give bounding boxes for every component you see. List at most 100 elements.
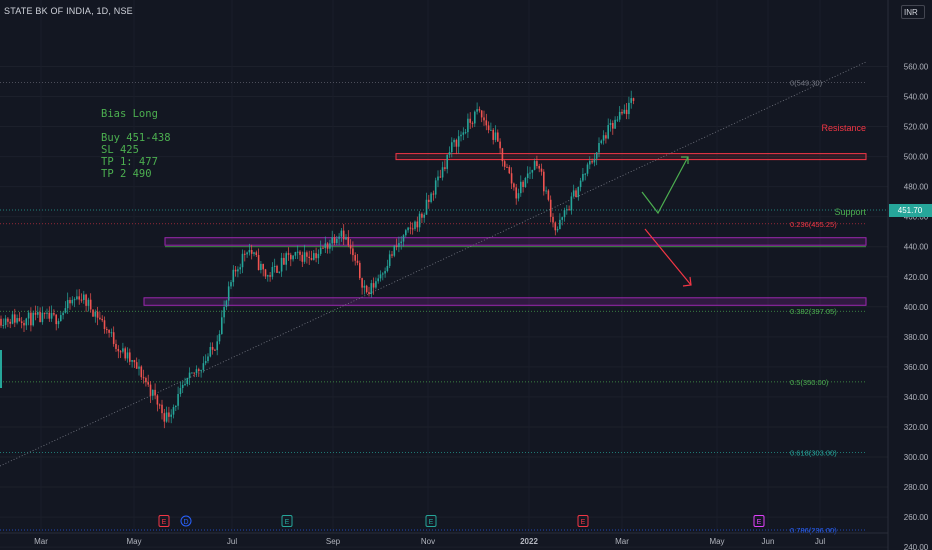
candle-body <box>106 329 108 331</box>
candle-body <box>248 250 251 253</box>
candle-body <box>510 173 513 184</box>
candle-body <box>526 173 529 178</box>
candle-body <box>524 177 527 188</box>
candle-body <box>561 217 563 220</box>
candle-body <box>246 252 248 255</box>
candle-body <box>407 227 409 231</box>
candle-body <box>211 347 214 350</box>
candle-body <box>347 237 350 246</box>
candle-body <box>2 324 5 326</box>
candle-body <box>329 243 331 249</box>
bearish-arrow[interactable] <box>644 228 692 287</box>
candle-body <box>115 343 117 349</box>
price-axis[interactable]: 240.00 260.00 280.00 300.00 320.00 340.00 360.… <box>904 62 929 550</box>
candle-body <box>43 312 46 314</box>
candle-body <box>260 263 262 271</box>
bullish-arrow[interactable] <box>641 156 689 215</box>
zones[interactable] <box>143 153 867 306</box>
candle-body <box>145 377 147 383</box>
candle-body <box>402 235 405 242</box>
zone-rect[interactable] <box>395 153 867 161</box>
candle-body <box>11 314 14 324</box>
candle-body <box>239 267 241 270</box>
candle-body <box>515 187 517 199</box>
candle-body <box>545 190 547 192</box>
candle-body <box>9 321 11 324</box>
candle-body <box>99 317 101 319</box>
event-marker-label: E <box>285 519 290 526</box>
candle-body <box>234 269 237 272</box>
event-marker-label: E <box>581 519 586 526</box>
trade-note: Bias Long ​ Buy 451-438 SL 425 TP 1: 477… <box>101 108 171 180</box>
candle-body <box>18 318 21 322</box>
candle-body <box>618 111 621 120</box>
candle-body <box>549 199 552 217</box>
candle-body <box>460 134 462 137</box>
candle-body <box>53 313 55 315</box>
candle-body <box>331 237 333 244</box>
candle-body <box>313 253 315 260</box>
candle-body <box>577 187 580 198</box>
candle-body <box>20 321 23 323</box>
candle-body <box>92 309 94 317</box>
price-tick-label: 360.00 <box>904 363 929 372</box>
resistance-label: Resistance <box>821 123 866 133</box>
candle-body <box>34 312 37 315</box>
candle-body <box>85 294 87 306</box>
candle-body <box>165 412 168 422</box>
candle-body <box>276 265 278 273</box>
candle-body <box>230 282 232 287</box>
note-line: ​ <box>101 120 171 132</box>
candle-body <box>271 266 274 277</box>
note-line: SL 425 <box>101 144 139 156</box>
candle-body <box>591 161 593 163</box>
candle-body <box>193 372 195 374</box>
candle-body <box>101 318 103 321</box>
candle-body <box>66 300 69 309</box>
candle-body <box>227 286 230 301</box>
candle-body <box>467 118 469 133</box>
candle-body <box>388 254 391 266</box>
candle-body <box>352 248 354 256</box>
time-tick-label: Nov <box>421 537 435 546</box>
candle-body <box>409 227 412 229</box>
candle-body <box>306 252 308 257</box>
trendline[interactable] <box>0 61 867 467</box>
time-axis[interactable]: Mar May Jul Sep Nov 2022 Mar May Jun Jul <box>34 537 825 546</box>
candle-body <box>566 209 568 211</box>
candle-body <box>89 299 92 310</box>
candle-body <box>533 161 536 170</box>
candle-body <box>158 404 161 406</box>
candle-body <box>168 412 170 417</box>
candle-body <box>322 247 324 249</box>
time-tick-label: May <box>709 537 724 546</box>
candle-body <box>338 236 340 239</box>
candle-body <box>336 238 338 244</box>
candle-body <box>430 193 432 202</box>
candle-body <box>595 152 598 159</box>
last-price-label: 451.70 <box>898 206 923 215</box>
currency-box[interactable] <box>901 5 925 19</box>
zone-rect[interactable] <box>164 237 867 246</box>
fib-level-label: 0.382(397.05) <box>790 307 837 316</box>
candle-body <box>223 307 225 318</box>
zone-rect[interactable] <box>143 297 867 306</box>
fib-level-label: 0.5(350.00) <box>790 378 829 387</box>
candle-body <box>370 283 373 295</box>
candle-body <box>508 167 511 174</box>
price-tick-label: 480.00 <box>904 183 929 192</box>
candle-body <box>469 118 471 123</box>
candle-body <box>112 332 115 344</box>
candle-body <box>572 190 575 197</box>
candle-body <box>607 125 609 139</box>
price-tick-label: 400.00 <box>904 303 929 312</box>
candle-body <box>103 320 106 330</box>
candle-body <box>147 382 149 385</box>
candle-body <box>154 389 156 396</box>
candle-body <box>218 333 221 342</box>
candle-body <box>69 300 71 304</box>
note-line: TP 2 490 <box>101 168 152 180</box>
time-tick-label: Mar <box>34 537 48 546</box>
